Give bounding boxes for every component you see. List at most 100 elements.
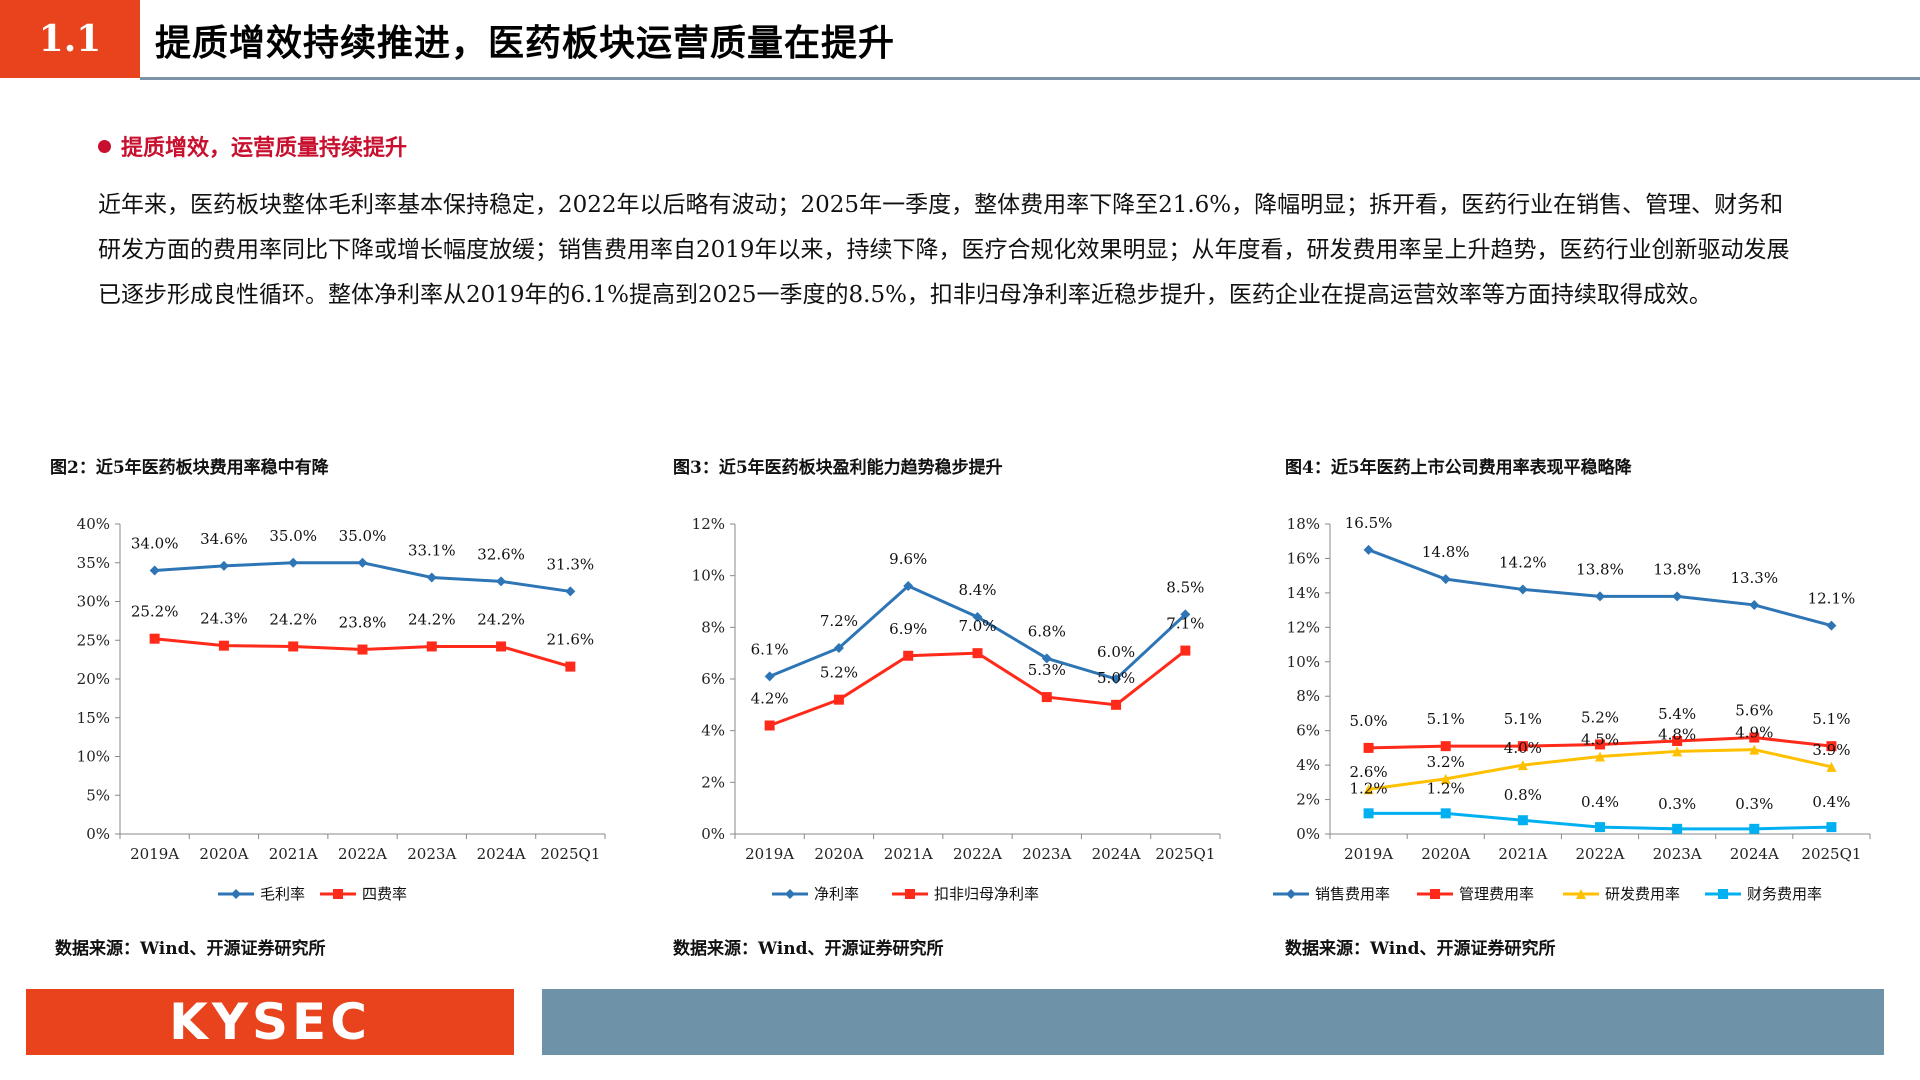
section-number: 1.1: [0, 0, 140, 78]
data-label: 24.2%: [408, 610, 456, 628]
legend-label: 四费率: [362, 885, 407, 903]
legend-marker: [1576, 889, 1586, 899]
data-label: 3.9%: [1812, 741, 1850, 759]
x-tick-label: 2021A: [269, 845, 318, 863]
data-point: [1826, 761, 1837, 772]
data-point: [149, 633, 160, 644]
data-label: 6.9%: [889, 620, 927, 638]
legend-marker: [1286, 889, 1296, 899]
figure-title-1: 图2：近5年医药板块费用率稳中有降: [50, 458, 329, 478]
data-point: [218, 560, 229, 571]
data-label: 5.4%: [1658, 705, 1696, 723]
x-tick-label: 2019A: [1344, 845, 1393, 863]
chart-3-svg: 0% 2% 4% 6% 8% 10% 12% 14% 16% 18% 2019A 2020A 2021A…: [1273, 514, 1871, 903]
data-label: 5.6%: [1735, 702, 1773, 720]
y-tick-label: 10%: [692, 567, 725, 585]
y-tick-label: 35%: [77, 554, 110, 572]
header: 1.1 提质增效持续推进，医药板块运营质量在提升: [0, 0, 1920, 80]
legend-label: 销售费用率: [1315, 885, 1390, 903]
y-tick-label: 40%: [77, 515, 110, 533]
legend-marker: [785, 889, 795, 899]
data-point: [426, 572, 437, 583]
y-tick-label: 2%: [1296, 791, 1320, 809]
y-tick-label: 8%: [1296, 687, 1320, 705]
data-point: [1363, 544, 1374, 555]
legend-marker: [1430, 889, 1440, 899]
y-tick-label: 15%: [77, 709, 110, 727]
x-tick-label: 2020A: [1421, 845, 1470, 863]
data-point: [1517, 815, 1528, 826]
x-tick-label: 2019A: [130, 845, 179, 863]
data-point: [1180, 609, 1191, 620]
data-label: 13.3%: [1730, 569, 1778, 587]
data-label: 5.1%: [1504, 710, 1542, 728]
x-tick-label: 2021A: [1498, 845, 1547, 863]
data-point: [972, 648, 983, 659]
legend-label: 财务费用率: [1747, 885, 1822, 903]
x-tick-label: 2020A: [814, 845, 863, 863]
y-tick-label: 0%: [1296, 825, 1320, 843]
data-label: 35.0%: [339, 527, 387, 545]
data-label: 7.1%: [1166, 615, 1204, 633]
data-point: [764, 720, 775, 731]
chart-2-svg: 0% 2% 4% 6% 8% 10% 12% 2019A 2020A 2021A 2022A 2023…: [692, 515, 1221, 903]
data-point: [1749, 823, 1760, 834]
data-point: [1363, 742, 1374, 753]
y-tick-label: 12%: [1287, 618, 1320, 636]
x-tick-label: 2024A: [477, 845, 526, 863]
data-label: 8.4%: [958, 581, 996, 599]
data-point: [496, 576, 507, 587]
data-label: 4.8%: [1658, 725, 1696, 743]
x-tick-label: 2023A: [1653, 845, 1702, 863]
data-label: 1.2%: [1427, 779, 1465, 797]
data-point: [1826, 741, 1837, 752]
data-label: 13.8%: [1653, 560, 1701, 578]
data-label: 6.8%: [1028, 622, 1066, 640]
y-tick-label: 0%: [86, 825, 110, 843]
series-line-1: [769, 649, 1187, 727]
data-point: [1749, 599, 1760, 610]
x-tick-label: 2022A: [953, 845, 1002, 863]
y-tick-label: 4%: [701, 722, 725, 740]
data-point: [1440, 773, 1451, 784]
y-tick-label: 5%: [86, 786, 110, 804]
page-title: 提质增效持续推进，医药板块运营质量在提升: [155, 22, 896, 64]
data-label: 24.3%: [200, 610, 248, 628]
y-tick-label: 12%: [692, 515, 725, 533]
data-label: 31.3%: [547, 555, 595, 573]
data-point: [1440, 741, 1451, 752]
data-label: 7.2%: [820, 612, 858, 630]
y-tick-label: 4%: [1296, 756, 1320, 774]
data-label: 5.0%: [1097, 669, 1135, 687]
data-label: 5.3%: [1028, 661, 1066, 679]
x-tick-label: 2021A: [884, 845, 933, 863]
data-point: [1440, 808, 1451, 819]
data-label: 5.2%: [820, 664, 858, 682]
y-tick-label: 25%: [77, 631, 110, 649]
data-point: [1440, 574, 1451, 585]
data-label: 24.2%: [477, 610, 525, 628]
data-label: 34.6%: [200, 530, 248, 548]
data-point: [1517, 741, 1528, 752]
data-point: [1517, 760, 1528, 771]
data-point: [1749, 744, 1760, 755]
body-paragraph: 近年来，医药板块整体毛利率基本保持稳定，2022年以后略有波动；2025年一季度…: [98, 192, 1790, 308]
y-tick-label: 30%: [77, 593, 110, 611]
data-point: [1111, 674, 1122, 684]
legend-label: 净利率: [814, 885, 859, 903]
data-label: 32.6%: [477, 545, 525, 563]
x-tick-label: 2025Q1: [1155, 845, 1215, 863]
data-point: [288, 557, 299, 568]
data-label: 16.5%: [1345, 514, 1393, 532]
data-point: [1595, 822, 1605, 833]
legend-label: 扣非归母净利率: [934, 885, 1039, 903]
data-label: 0.4%: [1812, 793, 1850, 811]
kysec-logo: KYSEC: [26, 989, 514, 1055]
chart-1-svg: 0% 5% 10% 15% 20% 25% 30% 35% 40% 2019A 2020A 2021A…: [77, 515, 606, 903]
data-point: [426, 641, 437, 652]
legend-label: 研发费用率: [1605, 885, 1680, 903]
legend-marker: [1718, 889, 1728, 899]
data-point: [1180, 645, 1191, 656]
y-tick-label: 6%: [701, 670, 725, 688]
footer-bar: [542, 989, 1884, 1055]
